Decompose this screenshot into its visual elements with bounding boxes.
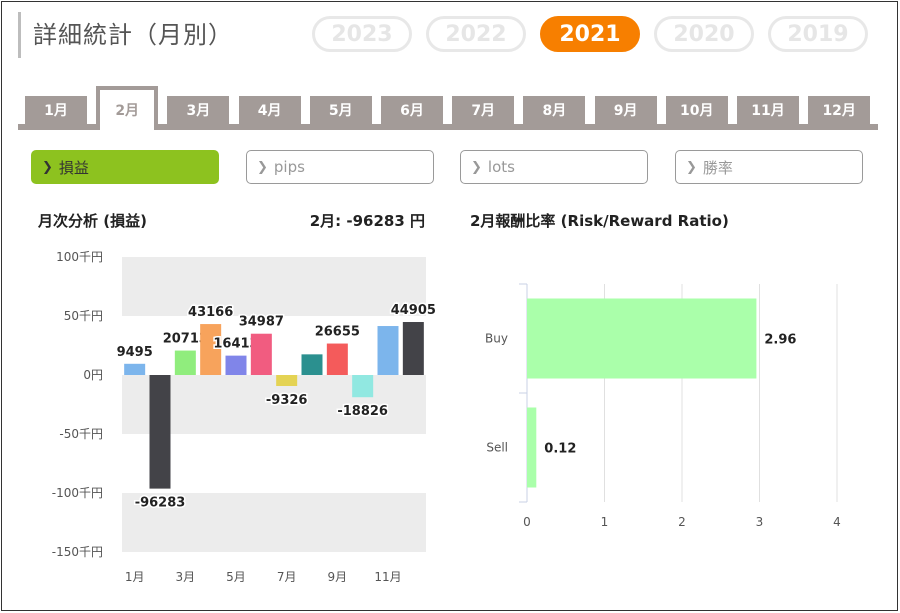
- risk-reward-chart: 0 1 2 3 4 2.96 Buy 0.12 Sell: [485, 283, 841, 529]
- monthly-chart-title: 月次分析 (損益): [38, 212, 147, 230]
- data-label: 26655: [315, 325, 360, 340]
- metric-tab-label: lots: [487, 158, 515, 176]
- month-tab-7[interactable]: 7月: [452, 96, 515, 124]
- metric-tab-lots[interactable]: ❯ lots: [460, 150, 648, 184]
- y-axis-tick-label: 0円: [83, 368, 103, 382]
- chart-band: [122, 257, 426, 316]
- chevron-right-icon: ❯: [471, 159, 482, 175]
- category-label: Sell: [486, 441, 508, 455]
- month-tab-10[interactable]: 10月: [665, 96, 728, 124]
- x-axis-tick-label: 9月: [328, 570, 348, 584]
- metric-tab-label: 損益: [58, 158, 89, 177]
- x-axis-tick-label: 1: [601, 515, 609, 529]
- bar-9月: [326, 343, 348, 375]
- data-label: 34987: [239, 315, 284, 330]
- bar-3月: [174, 350, 196, 375]
- y-axis-tick-label: -100千円: [52, 486, 103, 500]
- month-tab-6[interactable]: 6月: [381, 96, 443, 124]
- bar-buy: [527, 298, 757, 379]
- month-tab-5[interactable]: 5月: [309, 96, 372, 124]
- metric-tab-label: 勝率: [702, 158, 733, 177]
- data-label: 9495: [117, 345, 153, 360]
- metric-tab-profit[interactable]: ❯ 損益: [31, 150, 219, 184]
- bar-4月: [200, 324, 222, 375]
- data-label: -96283: [135, 496, 186, 511]
- bar-11月: [377, 326, 399, 375]
- data-label: -9326: [266, 393, 308, 408]
- bar-6月: [250, 333, 272, 375]
- y-axis-tick-label: 50千円: [64, 309, 103, 323]
- year-selector: 2023 2022 2021 2020 2019: [312, 16, 868, 52]
- y-axis-tick-label: -150千円: [52, 545, 103, 559]
- bar-8月: [301, 354, 323, 375]
- x-axis-tick-label: 1月: [125, 570, 145, 584]
- month-tab-3[interactable]: 3月: [167, 96, 230, 124]
- page-title: 詳細統計（月別）: [33, 21, 233, 49]
- y-axis-tick-label: 100千円: [56, 250, 103, 264]
- data-label: 20713: [163, 332, 208, 347]
- chevron-right-icon: ❯: [257, 159, 268, 175]
- data-label: 44905: [391, 303, 436, 318]
- y-axis-tick-label: -50千円: [59, 427, 103, 441]
- month-tab-2[interactable]: 2月: [96, 86, 159, 130]
- data-label: 43166: [188, 305, 233, 320]
- month-tab-11[interactable]: 11月: [737, 96, 799, 124]
- x-axis-tick-label: 0: [523, 515, 531, 529]
- x-axis-tick-label: 11月: [374, 570, 401, 584]
- title-bar: 詳細統計（月別）: [18, 12, 233, 58]
- chevron-right-icon: ❯: [42, 159, 53, 175]
- month-tab-12[interactable]: 12月: [808, 96, 871, 124]
- x-axis-tick-label: 3月: [176, 570, 196, 584]
- bar-12月: [402, 322, 424, 375]
- data-label: -18826: [337, 404, 388, 419]
- data-label: 2.96: [764, 333, 796, 348]
- month-tab-1[interactable]: 1月: [25, 96, 87, 124]
- month-tab-9[interactable]: 9月: [594, 96, 657, 124]
- ratio-chart-title: 2月報酬比率 (Risk/Reward Ratio): [470, 212, 729, 230]
- year-button-2021[interactable]: 2021: [540, 16, 640, 52]
- bar-7月: [276, 375, 298, 387]
- category-label: Buy: [485, 332, 508, 346]
- month-summary: 2月: -96283 円: [309, 212, 425, 230]
- x-axis-tick-label: 3: [756, 515, 764, 529]
- bar-10月: [352, 375, 374, 398]
- x-axis-tick-label: 7月: [277, 570, 297, 584]
- chevron-right-icon: ❯: [686, 159, 697, 175]
- year-button-2019[interactable]: 2019: [768, 16, 868, 52]
- data-label: 16413: [213, 337, 258, 352]
- bar-sell: [527, 407, 537, 488]
- year-button-2020[interactable]: 2020: [654, 16, 754, 52]
- bar-2月: [149, 375, 171, 489]
- year-button-2023[interactable]: 2023: [312, 16, 412, 52]
- chart-band: [122, 493, 426, 552]
- year-button-2022[interactable]: 2022: [426, 16, 526, 52]
- month-tab-8[interactable]: 8月: [523, 96, 586, 124]
- metric-tab-winrate[interactable]: ❯ 勝率: [675, 150, 863, 184]
- month-tabs: 1月 2月 3月 4月 5月 6月 7月 8月 9月 10月 11月 12月: [18, 86, 878, 130]
- x-axis-tick-label: 2: [678, 515, 686, 529]
- chart-band: [122, 375, 426, 434]
- metric-tab-label: pips: [273, 158, 305, 176]
- metric-tab-pips[interactable]: ❯ pips: [246, 150, 434, 184]
- x-axis-tick-label: 5月: [226, 570, 246, 584]
- month-tab-4[interactable]: 4月: [238, 96, 301, 124]
- data-label: 0.12: [544, 442, 576, 457]
- bar-1月: [124, 363, 146, 375]
- monthly-profit-chart: 100千円 50千円 0円 -50千円 -100千円 -150千円 9495 -96283 20…: [52, 250, 438, 584]
- bar-5月: [225, 355, 247, 375]
- x-axis-tick-label: 4: [833, 515, 841, 529]
